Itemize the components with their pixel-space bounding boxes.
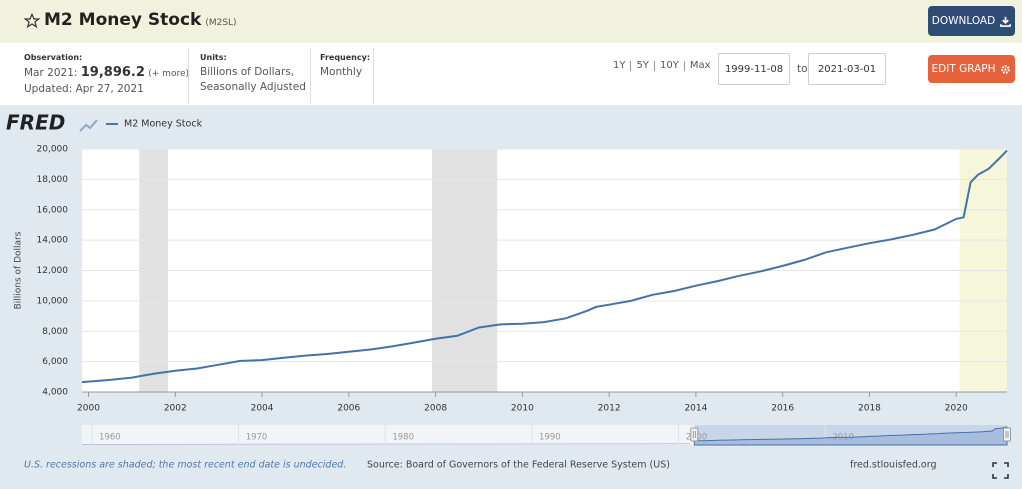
divider [373,48,374,104]
observation: Observation: Mar 2021: 19,896.2 (+ more)… [24,53,189,97]
x-tick-label: 2014 [684,404,707,414]
x-tick-label: 2008 [424,404,447,414]
range-links: 1Y 5Y 10Y Max [608,61,716,71]
range-link[interactable]: 10Y [653,61,684,71]
updated: Updated: Apr 27, 2021 [24,83,144,95]
y-tick-label: 18,000 [37,175,69,185]
range-link[interactable]: 1Y [613,60,626,71]
navigator-history [81,443,691,445]
observation-date: Mar 2021: [24,67,78,79]
download-label: DOWNLOAD [931,15,996,27]
divider [188,48,189,104]
x-tick-label: 2012 [598,404,621,414]
frequency-label: Frequency: [320,53,371,62]
series-title: M2 Money Stock (M2SL) [44,10,237,30]
range-link[interactable]: Max [683,61,716,71]
navigator-tick-label: 1960 [99,433,121,443]
navigator-tick-label: 1980 [392,433,414,443]
x-tick-label: 2020 [945,404,968,414]
x-tick-label: 2000 [77,404,100,414]
units: Units: Billions of Dollars, Seasonally A… [200,53,306,95]
units-line: Billions of Dollars, [200,66,295,78]
observation-label: Observation: [24,53,83,62]
frequency-value: Monthly [320,66,363,78]
navigator-handle[interactable] [690,427,699,442]
end-date-input[interactable]: 2021-03-01 [808,53,886,85]
observation-value: 19,896.2 [80,65,145,80]
navigator-tick-label: 1990 [539,433,561,443]
navigator-handle[interactable] [1003,427,1011,442]
series-line [81,149,1008,384]
more-link[interactable]: (+ more) [148,69,190,79]
units-label: Units: [200,53,227,62]
frequency: Frequency: Monthly [320,53,370,80]
download-icon [1000,16,1012,27]
y-tick-label: 12,000 [37,266,69,276]
source: Source: Board of Governors of the Federa… [367,460,670,471]
start-date-input[interactable]: 1999-11-08 [718,53,790,85]
x-tick-label: 2004 [251,404,274,414]
fred-logo: FRED [6,111,65,135]
title-text: M2 Money Stock [44,10,202,30]
navigator-tick-label: 1970 [246,433,268,443]
y-axis-label: Billions of Dollars [14,231,24,309]
y-tick-label: 14,000 [37,236,69,246]
logo-icon [79,119,98,132]
gear-icon [1001,64,1011,74]
navigator-area [693,426,1008,446]
y-tick-label: 6,000 [42,357,68,367]
download-button[interactable]: DOWNLOAD [928,6,1015,36]
fullscreen-icon[interactable] [992,462,1009,479]
site[interactable]: fred.stlouisfed.org [850,460,937,471]
y-tick-label: 4,000 [42,388,68,398]
recession-note: U.S. recessions are shaded; the most rec… [24,460,346,471]
series-id: (M2SL) [205,18,237,28]
y-tick-label: 16,000 [37,205,69,215]
x-tick-label: 2016 [771,404,794,414]
x-tick-label: 2002 [164,404,187,414]
edit-graph-button[interactable]: EDIT GRAPH [928,55,1015,83]
to-label: to [797,63,808,75]
x-tick-label: 2010 [511,404,534,414]
range-link[interactable]: 5Y [630,61,653,71]
units-line: Seasonally Adjusted [200,81,306,93]
x-tick-label: 2006 [337,404,360,414]
edit-label: EDIT GRAPH [931,63,996,75]
chart: FRED 4,000 6,000 8,000 10,000 12,000 14,000 16… [0,105,1022,489]
y-tick-label: 20,000 [37,145,69,155]
legend-label: M2 Money Stock [124,119,203,130]
divider [310,48,311,104]
x-tick-label: 2018 [858,404,881,414]
header-bar: M2 Money Stock (M2SL) DOWNLOAD [0,0,1022,43]
y-tick-label: 8,000 [42,327,68,337]
y-tick-label: 10,000 [37,296,69,306]
favorite-star[interactable] [24,13,40,29]
